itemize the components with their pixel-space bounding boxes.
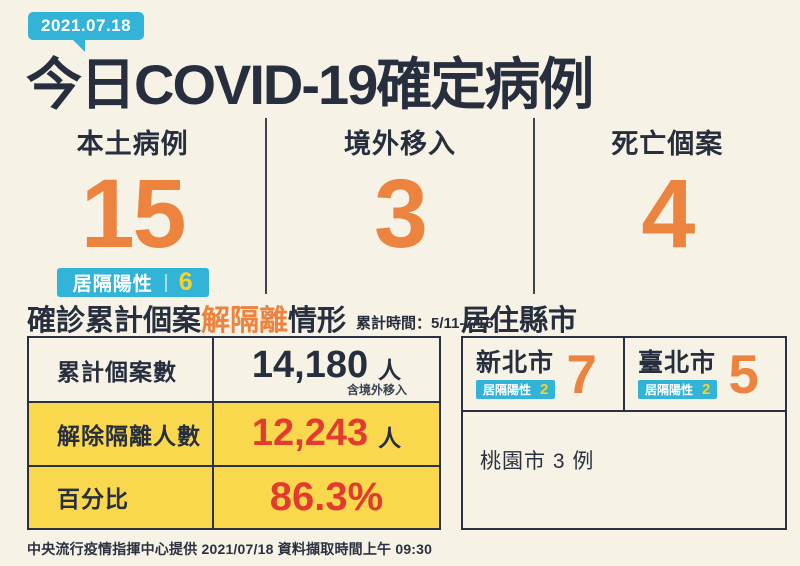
- released-label: 解除隔離人數: [29, 403, 214, 465]
- table-row-released: 解除隔離人數 12,243 人: [29, 401, 439, 465]
- table-row-percentage: 百分比 86.3%: [29, 464, 439, 528]
- residence-section-title: 居住縣市: [461, 305, 578, 337]
- city-taipei-count: 5: [728, 343, 759, 405]
- city-xinbei-count: 7: [566, 343, 597, 405]
- stat-local-label: 本土病例: [76, 129, 189, 159]
- city-taipei-badge-label: 居隔陽性: [645, 383, 694, 397]
- city-xinbei-badge-value: 2: [540, 381, 549, 398]
- city-xinbei-badge: 居隔陽性 2: [476, 380, 556, 399]
- stat-imported-label: 境外移入: [343, 129, 456, 159]
- date-badge: 2021.07.18: [28, 12, 145, 40]
- isolation-title-highlight: 解隔離: [201, 305, 289, 337]
- isolation-section-title: 確診累計個案解隔離情形 累計時間：5/11-7/16: [27, 297, 494, 339]
- percentage-value-cell: 86.3%: [214, 467, 439, 528]
- stat-local-value: 15: [80, 159, 187, 268]
- isolation-title-prefix: 確診累計個案: [27, 305, 202, 337]
- stat-imported-value: 3: [374, 159, 428, 268]
- residence-note: 桃園市 3 例: [480, 450, 595, 473]
- city-taipei-badge-value: 2: [702, 381, 711, 398]
- stats-row: 本土病例 15 居隔陽性 6 境外移入 3 死亡個案 4: [0, 118, 800, 297]
- local-isolation-badge: 居隔陽性 6: [56, 268, 209, 297]
- city-xinbei-name: 新北市: [476, 349, 555, 377]
- badge-separator: [164, 273, 167, 292]
- city-cell-xinbei: 新北市 居隔陽性 2 7: [463, 338, 625, 410]
- stat-deaths: 死亡個案 4: [535, 118, 800, 294]
- stat-deaths-value: 4: [641, 159, 695, 268]
- city-taipei-info: 臺北市 居隔陽性 2: [638, 349, 718, 399]
- released-number: 12,243: [251, 412, 369, 455]
- isolation-summary-table: 累計個案數 14,180 人 含境外移入 解除隔離人數 12,243 人 百分比…: [27, 336, 441, 530]
- table-row-total: 累計個案數 14,180 人 含境外移入: [29, 338, 439, 402]
- residence-box: 新北市 居隔陽性 2 7 臺北市 居隔陽性 2 5 桃園市 3 例: [461, 336, 787, 530]
- released-value-cell: 12,243 人: [214, 403, 439, 464]
- percentage-number: 86.3%: [269, 474, 384, 519]
- city-xinbei-badge-label: 居隔陽性: [483, 383, 532, 397]
- residence-top-row: 新北市 居隔陽性 2 7 臺北市 居隔陽性 2 5: [463, 338, 785, 412]
- page-title: 今日COVID-19確定病例: [26, 53, 594, 116]
- city-taipei-name: 臺北市: [638, 349, 717, 377]
- isolation-title-suffix: 情形: [288, 305, 347, 337]
- city-taipei-badge: 居隔陽性 2: [638, 380, 718, 399]
- total-cases-unit: 人: [378, 356, 402, 383]
- total-cases-label: 累計個案數: [29, 338, 214, 402]
- date-badge-tail: [72, 39, 85, 52]
- local-isolation-badge-value: 6: [178, 268, 193, 296]
- city-cell-taipei: 臺北市 居隔陽性 2 5: [625, 338, 785, 410]
- local-isolation-badge-label: 居隔陽性: [72, 274, 153, 295]
- stat-deaths-label: 死亡個案: [611, 129, 724, 159]
- footer-source: 中央流行疫情指揮中心提供 2021/07/18 資料擷取時間上午 09:30: [27, 541, 433, 557]
- city-xinbei-info: 新北市 居隔陽性 2: [476, 349, 556, 399]
- total-cases-value-cell: 14,180 人 含境外移入: [214, 338, 439, 401]
- total-cases-number: 14,180: [251, 344, 369, 387]
- stat-imported-cases: 境外移入 3: [267, 118, 535, 294]
- stat-local-cases: 本土病例 15 居隔陽性 6: [0, 118, 268, 297]
- residence-note-area: 桃園市 3 例: [463, 412, 785, 475]
- total-cases-note: 含境外移入: [346, 383, 407, 398]
- released-unit: 人: [378, 424, 402, 451]
- percentage-label: 百分比: [29, 466, 214, 528]
- isolation-period: 累計時間：5/11-7/16: [356, 315, 494, 332]
